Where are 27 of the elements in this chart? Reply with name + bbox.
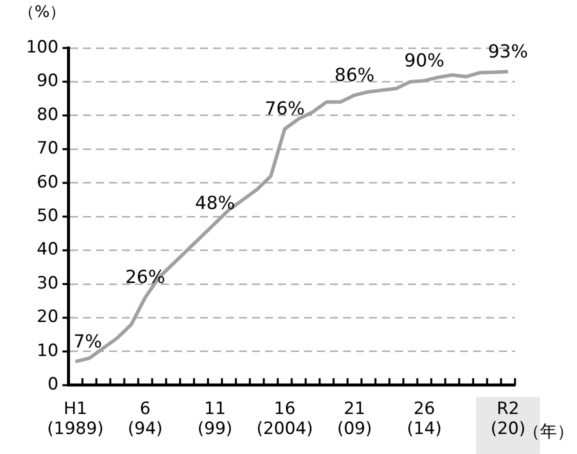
data-label: 76%	[264, 98, 305, 120]
data-label: 93%	[488, 41, 528, 62]
x-tick-label: H1 (1989)	[47, 398, 104, 440]
data-label: 26%	[125, 267, 166, 288]
x-tick-label: 26 (14)	[406, 398, 442, 440]
x-tick-label: 11 (99)	[198, 398, 232, 440]
y-tick-label: 20	[36, 307, 58, 328]
x-axis-title: （年）	[523, 422, 574, 443]
y-tick-label: 40	[36, 240, 58, 260]
x-tick-label: 21 (09)	[337, 398, 372, 440]
y-tick-label: 80	[36, 104, 58, 125]
y-tick-label: 90	[36, 71, 58, 92]
y-tick-label: 30	[36, 273, 58, 294]
y-tick-label: 100	[26, 37, 58, 58]
data-label: 48%	[194, 193, 235, 214]
data-label: 90%	[404, 50, 444, 72]
data-label: 86%	[334, 64, 375, 86]
x-tick-label: 6 (94)	[128, 398, 163, 440]
y-tick-label: 0	[48, 374, 58, 395]
y-tick-label: 10	[36, 340, 58, 361]
y-tick-label: 50	[36, 206, 58, 226]
data-label: 7%	[73, 331, 102, 352]
y-axis-title: （%）	[18, 2, 66, 23]
x-tick-label: R2 (20)	[490, 398, 526, 440]
y-tick-label: 70	[36, 138, 58, 159]
x-tick-label: 16 (2004)	[256, 398, 314, 440]
y-tick-label: 60	[36, 172, 58, 192]
